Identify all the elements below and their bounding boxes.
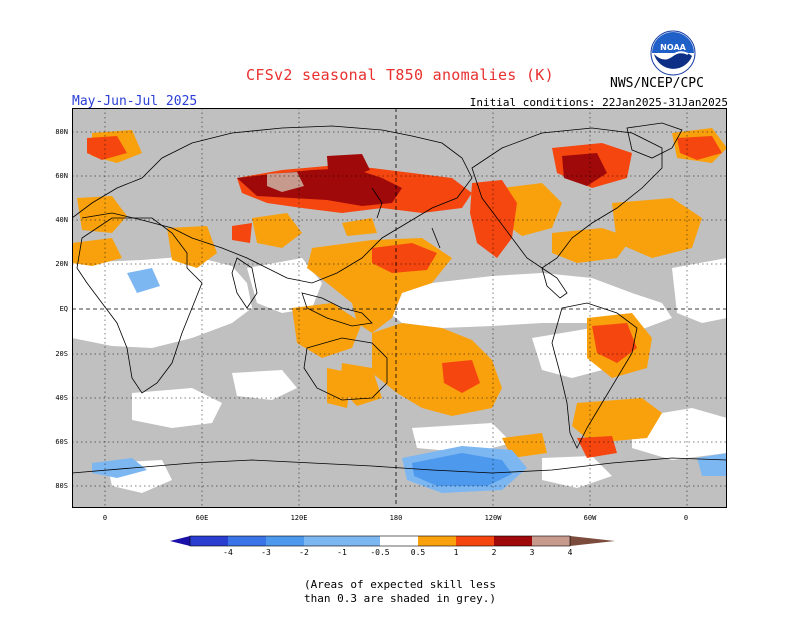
colorbar-segment (494, 536, 532, 546)
lat-label: 40S (55, 394, 68, 402)
lat-label: 80S (55, 482, 68, 490)
map-title: CFSv2 seasonal T850 anomalies (K) (246, 66, 554, 84)
lon-label: 120W (484, 514, 502, 522)
colorbar-segment (266, 536, 304, 546)
colorbar-label: 0.5 (410, 548, 426, 557)
colorbar-label: -4 (223, 548, 233, 557)
colorbar-segment (190, 536, 228, 546)
anomaly-negative (92, 268, 727, 493)
footnote-line: than 0.3 are shaded in grey.) (303, 592, 497, 605)
lat-label: 60S (55, 438, 68, 446)
colorbar-segment (456, 536, 494, 546)
colorbar-segment (342, 536, 380, 546)
initial-conditions-label: Initial conditions: 22Jan2025-31Jan2025 (469, 96, 728, 109)
map-frame (72, 108, 727, 508)
colorbar-label: 1 (453, 548, 459, 557)
season-label: May-Jun-Jul 2025 (72, 94, 198, 109)
lon-label: 0 (102, 514, 108, 522)
colorbar-label: -2 (299, 548, 309, 557)
coastlines (72, 122, 727, 474)
lat-label: 40N (55, 216, 68, 224)
colorbar-segment (380, 536, 418, 546)
colorbar-label: -3 (261, 548, 271, 557)
lon-label: 60W (583, 514, 597, 522)
lat-label: 80N (55, 128, 68, 136)
graticule (72, 108, 727, 508)
colorbar-label: -1 (337, 548, 347, 557)
colorbar-outline (189, 535, 571, 547)
colorbar-segment (570, 536, 615, 546)
lon-label: 120E (290, 514, 308, 522)
t850-anomaly-map (72, 108, 727, 508)
lon-label: 60E (195, 514, 209, 522)
agency-label: NWS/NCEP/CPC (610, 76, 704, 91)
lat-label: 20S (55, 350, 68, 358)
footnote: (Areas of expected skill less than 0.3 a… (0, 578, 800, 606)
colorbar-segment (532, 536, 570, 546)
colorbar-segment (418, 536, 456, 546)
footnote-line: (Areas of expected skill less (303, 578, 497, 591)
logo-text: NOAA (660, 43, 686, 52)
colorbar (170, 535, 615, 547)
lon-label: 180 (389, 514, 403, 522)
neutral-regions (72, 256, 727, 493)
colorbar-label: -0.5 (370, 548, 390, 557)
anomaly-3-to-4 (267, 172, 304, 192)
colorbar-segment (170, 536, 190, 546)
anomaly-0-5-to-1 (72, 128, 727, 458)
lon-label: 0 (683, 514, 689, 522)
colorbar-segment (304, 536, 342, 546)
noaa-logo: NOAA (650, 30, 696, 76)
lat-label: EQ (59, 305, 68, 313)
colorbar-label: 3 (529, 548, 535, 557)
colorbar-label: 2 (491, 548, 497, 557)
colorbar-segment (228, 536, 266, 546)
lat-label: 60N (55, 172, 68, 180)
lat-label: 20N (55, 260, 68, 268)
colorbar-label: 4 (567, 548, 573, 557)
